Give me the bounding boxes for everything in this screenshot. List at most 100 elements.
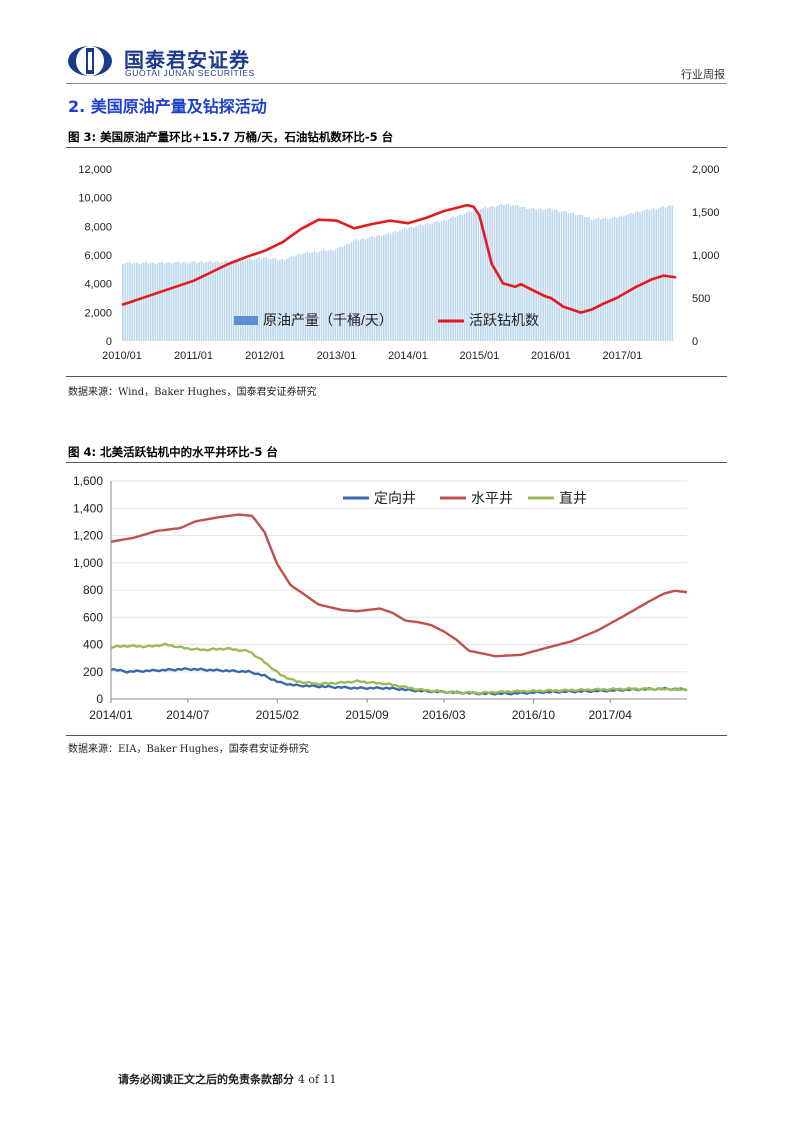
production-bar: [290, 255, 293, 341]
production-bar: [486, 208, 489, 341]
production-bar: [602, 218, 604, 341]
x-tick-label: 2012/01: [245, 350, 285, 362]
production-bar: [246, 259, 249, 341]
production-bar: [489, 207, 491, 341]
production-bar: [336, 248, 339, 341]
production-bar: [664, 207, 667, 341]
production-bar: [475, 209, 477, 341]
production-bar: [627, 214, 630, 341]
production-bar: [470, 211, 473, 341]
production-bar: [429, 224, 431, 341]
production-bar: [189, 262, 191, 341]
y-tick-label: 1,400: [73, 501, 103, 515]
x-tick-label: 2014/07: [166, 708, 210, 722]
legend-label: 直井: [559, 490, 587, 506]
production-bar: [297, 253, 300, 341]
production-bar: [276, 260, 279, 341]
production-bar: [553, 209, 556, 341]
production-bar: [376, 236, 378, 341]
production-bar: [244, 260, 247, 341]
x-tick-label: 2015/01: [460, 350, 500, 362]
production-bar: [567, 213, 570, 341]
production-bar: [413, 227, 415, 341]
production-bar: [551, 210, 554, 341]
y-tick-label: 200: [83, 665, 103, 679]
production-bar: [380, 236, 383, 341]
production-bar: [232, 260, 235, 341]
production-bar: [560, 211, 563, 341]
production-bar: [306, 251, 309, 341]
production-bar: [147, 263, 150, 341]
production-bar: [479, 209, 482, 341]
production-bar: [184, 261, 187, 341]
production-bar: [586, 217, 588, 341]
production-bar: [509, 205, 512, 341]
production-bar: [498, 205, 501, 341]
brand-name-cn: 国泰君安证券: [124, 48, 250, 72]
production-bar: [396, 232, 399, 341]
production-bar: [389, 233, 392, 341]
production-bar: [226, 260, 228, 341]
production-bar: [519, 207, 521, 341]
company-logo: [68, 46, 112, 76]
legend-label-rigs: 活跃钻机数: [469, 312, 539, 328]
production-bar: [272, 258, 274, 341]
production-bar: [604, 217, 607, 341]
production-bar: [371, 235, 374, 341]
x-tick-label: 2010/01: [102, 350, 142, 362]
production-bar: [646, 208, 648, 341]
figure3-chart: 0 2,000 4,000 6,000 8,000 10,000 12,000 0 500 1,0…: [78, 164, 720, 362]
production-bar: [295, 255, 297, 341]
y-right-tick-label: 2,000: [692, 164, 720, 176]
production-bar: [163, 263, 166, 341]
production-bar: [629, 212, 632, 341]
production-bar: [558, 211, 561, 341]
production-bar: [424, 224, 427, 341]
production-bar: [392, 232, 394, 341]
production-bar: [516, 205, 519, 341]
header-divider: [66, 83, 727, 84]
production-bar: [533, 208, 535, 341]
production-bar: [168, 261, 170, 341]
production-bar: [438, 222, 441, 341]
production-bar: [198, 262, 200, 341]
production-bar: [662, 206, 664, 341]
production-bar: [588, 217, 591, 341]
production-bar: [299, 254, 302, 341]
production-bar: [262, 257, 265, 341]
production-bar: [251, 260, 254, 341]
y-right-tick-label: 1,500: [692, 207, 720, 219]
production-bar: [611, 217, 614, 341]
production-bar: [228, 262, 230, 341]
production-bar: [202, 263, 205, 341]
y-tick-label: 1,000: [73, 556, 103, 570]
production-bar: [625, 215, 627, 341]
production-bar: [666, 206, 669, 341]
figure3-source: 数据来源：Wind，Baker Hughes，国泰君安证券研究: [68, 387, 317, 398]
production-bar: [579, 214, 581, 341]
y-left-tick-label: 2,000: [84, 307, 112, 319]
production-bar: [406, 228, 408, 341]
legend-label: 水平井: [471, 490, 513, 506]
production-bar: [253, 259, 256, 341]
y-tick-label: 1,600: [73, 474, 103, 488]
production-bar: [172, 262, 175, 341]
production-bar: [334, 249, 337, 341]
production-bar: [581, 214, 584, 341]
production-bar: [325, 251, 327, 341]
production-bar: [530, 208, 533, 341]
production-bar: [526, 209, 528, 341]
production-bar: [142, 262, 145, 341]
production-bar: [311, 252, 314, 341]
production-bar: [463, 213, 466, 341]
production-bar: [433, 222, 436, 341]
y-right-tick-label: 500: [692, 293, 710, 305]
production-bar: [260, 258, 263, 341]
figure4-top-rule: [66, 462, 727, 463]
page-footer: 请务必阅读正文之后的免责条款部分 4 of 11: [118, 1071, 337, 1087]
production-bar: [237, 260, 240, 341]
production-bar: [632, 213, 634, 341]
production-bar: [350, 242, 353, 341]
production-bar: [443, 219, 445, 341]
brand-name-en: GUOTAI JUNAN SECURITIES: [125, 68, 255, 78]
